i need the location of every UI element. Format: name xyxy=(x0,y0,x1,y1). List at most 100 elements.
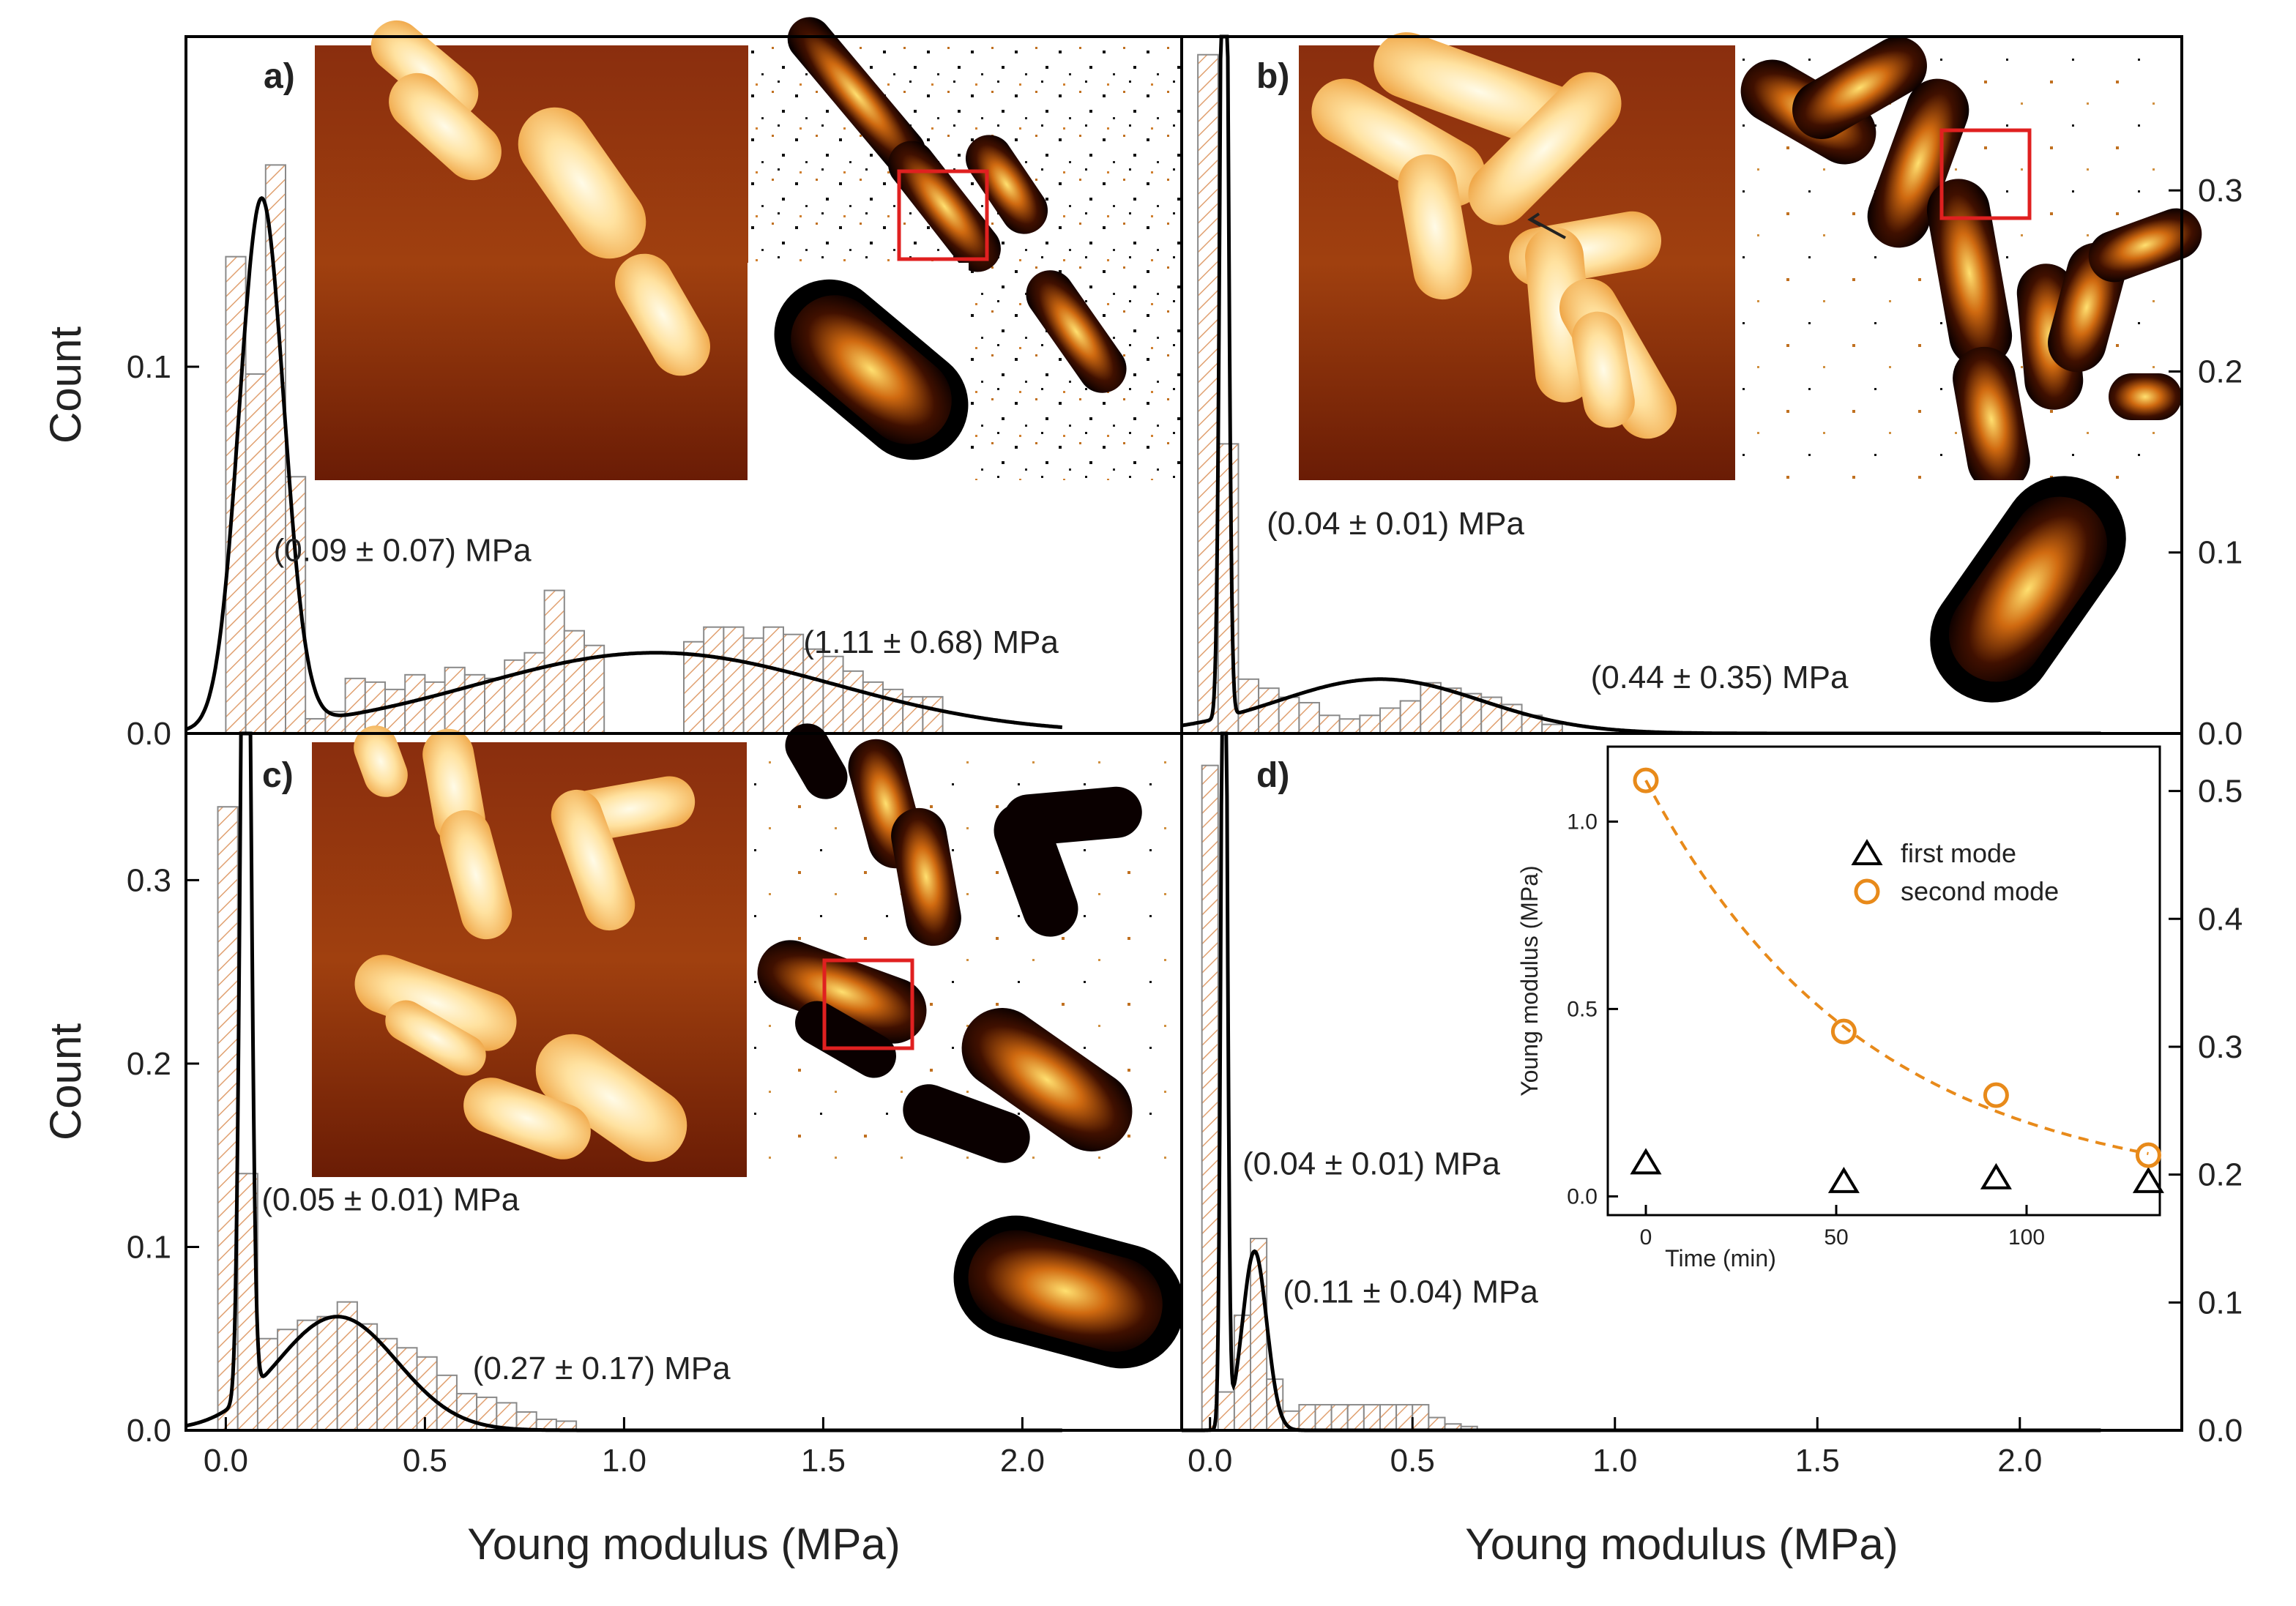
histogram-bar xyxy=(1197,53,1219,734)
y-tick-label: 0.1 xyxy=(127,1229,171,1265)
fit-annotation: (0.44 ± 0.35) MPa xyxy=(1591,660,1849,695)
histogram-bar xyxy=(742,637,764,734)
panel-b: b) (0.04 ± 0.01) MPa (0.44 ± 0.35) MPa 0.… xyxy=(1180,32,2243,752)
panel-d-x-axis: 0.0 0.5 1.0 1.5 2.0 xyxy=(1188,1417,2042,1479)
legend-triangle-icon xyxy=(1851,839,1883,865)
x-tick-label: 1.0 xyxy=(1592,1443,1637,1479)
panel-c: c) (0.05 ± 0.01) MPa (0.27 ± 0.17) MPa 0.… xyxy=(127,723,1185,1479)
histogram-bar xyxy=(455,1392,478,1432)
histogram-bar xyxy=(703,626,725,735)
panel-a-topography-image xyxy=(315,20,748,480)
panel-b-label: b) xyxy=(1256,57,1289,96)
x-tick-label: 0.5 xyxy=(403,1443,447,1479)
panel-a-fit-curve xyxy=(185,196,1063,731)
panel-b-y-axis: 0.0 0.1 0.2 0.3 xyxy=(2169,173,2243,752)
fit-annotation: (0.05 ± 0.01) MPa xyxy=(261,1181,519,1217)
histogram-bar xyxy=(762,626,785,735)
histogram-bar xyxy=(256,1337,279,1431)
histogram-bar xyxy=(1363,1404,1381,1431)
inset-legend: first mode second mode xyxy=(1851,838,2059,906)
panel-c-stiffness-map xyxy=(747,723,1180,1177)
histogram-bar xyxy=(1412,1404,1430,1431)
histogram-bar xyxy=(1338,718,1361,735)
legend-second-mode: second mode xyxy=(1901,876,2059,906)
inset-decay-curve xyxy=(1644,780,2149,1155)
y-tick-label: 0.0 xyxy=(127,1413,171,1449)
histogram-bar xyxy=(484,677,506,734)
histogram-bar xyxy=(882,688,904,734)
panel-c-topography-image xyxy=(312,725,747,1177)
y-tick-label: 0.1 xyxy=(2198,535,2243,571)
fit-annotation: (0.11 ± 0.04) MPa xyxy=(1283,1274,1538,1310)
panel-b-topography-image xyxy=(1299,32,1735,480)
x-tick-label: 2.0 xyxy=(1000,1443,1045,1479)
histogram-bar xyxy=(1201,764,1219,1431)
y-tick-label: 0.2 xyxy=(127,1046,171,1082)
histogram-bar xyxy=(1298,1404,1316,1431)
x-tick-label: 2.0 xyxy=(1997,1443,2042,1479)
histogram-bar xyxy=(922,695,944,734)
inset-x-tick-label: 100 xyxy=(2008,1225,2045,1250)
second-mode-point xyxy=(1830,1018,1857,1045)
histogram-bar xyxy=(783,633,805,734)
panel-a-label: a) xyxy=(264,57,295,96)
histogram-bar xyxy=(264,164,286,735)
histogram-bar xyxy=(424,681,446,735)
histogram-bar xyxy=(523,651,545,735)
histogram-bar xyxy=(1298,701,1321,734)
panel-d: d) (0.04 ± 0.01) MPa (0.11 ± 0.04) MPa 0.… xyxy=(1180,731,2243,1479)
histogram-bar xyxy=(1420,681,1442,734)
histogram-bar xyxy=(1314,1404,1332,1431)
legend-first-mode: first mode xyxy=(1901,838,2016,868)
panel-a-y-axis: 0.0 0.1 xyxy=(127,349,199,752)
histogram-bar xyxy=(1330,1404,1349,1431)
histogram-bar xyxy=(1359,714,1381,734)
histogram-bar xyxy=(1379,1404,1398,1431)
second-mode-point xyxy=(1983,1082,2009,1108)
histogram-bar xyxy=(384,688,406,734)
inset-x-tick-label: 50 xyxy=(1824,1225,1848,1250)
histogram-bar xyxy=(396,1347,418,1432)
panel-b-zoom-inset xyxy=(1924,476,2158,714)
inset-xlabel: Time (min) xyxy=(1665,1245,1776,1271)
inset-y-tick-label: 1.0 xyxy=(1567,810,1598,834)
panel-c-annotations: (0.05 ± 0.01) MPa (0.27 ± 0.17) MPa xyxy=(261,1181,731,1386)
fit-annotation: (0.27 ± 0.17) MPa xyxy=(473,1351,731,1386)
y-tick-label: 0.2 xyxy=(2198,354,2243,389)
legend-circle-icon xyxy=(1854,878,1880,905)
y-tick-label: 0.3 xyxy=(127,862,171,898)
histogram-bar xyxy=(862,681,884,735)
histogram-bar xyxy=(1428,1416,1446,1431)
panel-d-xlabel: Young modulus (MPa) xyxy=(1465,1520,1898,1569)
inset-x-tick-label: 0 xyxy=(1640,1225,1652,1250)
y-tick-label: 0.5 xyxy=(2198,774,2243,810)
second-mode-point xyxy=(1633,767,1659,793)
panel-b-stiffness-map xyxy=(1735,37,2202,493)
histogram-bar xyxy=(1278,696,1300,735)
histogram-bar xyxy=(1319,714,1341,734)
x-tick-label: 0.5 xyxy=(1390,1443,1435,1479)
panel-d-inset-chart: 0 50 100 0.0 0.5 1.0 first mode second mode T… xyxy=(1516,745,2164,1271)
panel-d-annotations: (0.04 ± 0.01) MPa (0.11 ± 0.04) MPa xyxy=(1242,1146,1538,1310)
first-mode-point xyxy=(1827,1167,1860,1193)
histogram-bar xyxy=(316,1315,338,1432)
histogram-bar xyxy=(285,476,307,735)
panel-a-zoom-inset xyxy=(748,263,969,481)
histogram-bar xyxy=(1399,700,1422,734)
panel-a-annotations: (0.09 ± 0.07) MPa (1.11 ± 0.68) MPa xyxy=(274,533,1059,660)
y-tick-label: 0.0 xyxy=(2198,716,2243,752)
inset-markers xyxy=(1630,767,2164,1193)
second-mode-point xyxy=(2135,1142,2161,1168)
histogram-bar xyxy=(822,655,844,734)
fit-annotation: (0.04 ± 0.01) MPa xyxy=(1242,1146,1500,1182)
first-mode-point xyxy=(1630,1148,1662,1175)
histogram-bar xyxy=(245,373,266,734)
panel-c-highlight-box xyxy=(822,958,914,1050)
histogram-bar xyxy=(1379,707,1401,735)
histogram-bar xyxy=(1346,1404,1365,1431)
x-tick-label: 1.5 xyxy=(801,1443,846,1479)
panel-d-y-axis: 0.0 0.1 0.2 0.3 0.4 0.5 xyxy=(2169,774,2243,1449)
histogram-bar xyxy=(225,255,247,734)
y-tick-label: 0.1 xyxy=(127,349,171,385)
histogram-bar xyxy=(305,717,327,734)
